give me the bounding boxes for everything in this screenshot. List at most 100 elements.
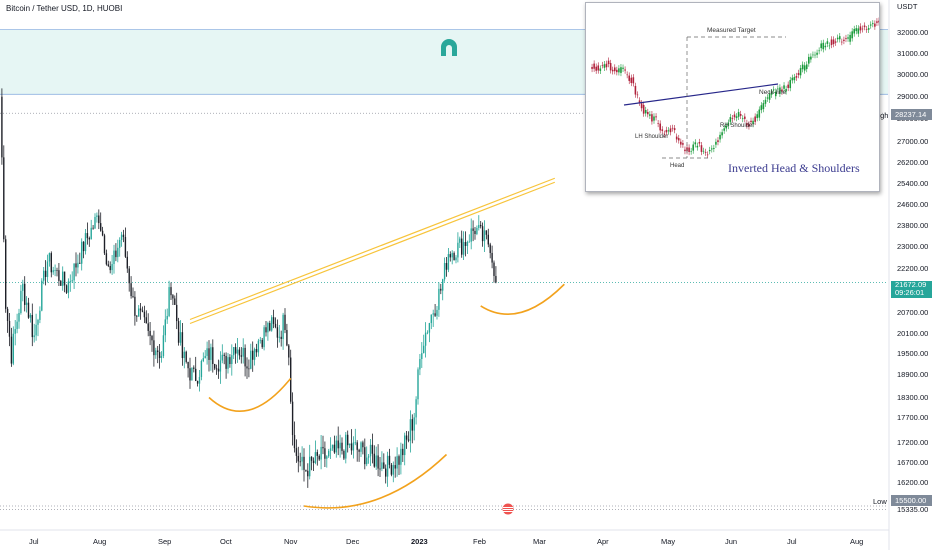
candle-body [480, 224, 482, 227]
candle-body [71, 280, 73, 282]
candle-body [181, 332, 184, 359]
inset-candle-body [836, 37, 839, 40]
candle-body [84, 233, 87, 252]
inset-candle-body [632, 77, 635, 84]
inset-candle-body [638, 100, 641, 103]
y-tick-label: 20700.00 [897, 308, 929, 317]
x-tick-label: Feb [473, 537, 486, 546]
axis-layer [0, 0, 890, 550]
x-tick-label: Apr [597, 537, 609, 546]
candle-body [153, 340, 155, 356]
x-tick-label: Mar [533, 537, 546, 546]
inset-candle-body [810, 56, 812, 60]
candle-body [100, 223, 102, 231]
candle-body [278, 336, 280, 338]
inset-candle-body [636, 94, 639, 96]
candle-body [379, 468, 381, 470]
inset-caption: Inverted Head & Shoulders [728, 161, 860, 175]
inset-candle-body [655, 116, 657, 118]
y-tick-label: 22200.00 [897, 264, 929, 273]
zone-magnet-icon[interactable] [438, 38, 460, 58]
candle-body [177, 321, 180, 343]
candle-body [77, 262, 79, 268]
resistance-trendline-b [189, 181, 556, 325]
events-flag-icon[interactable] [497, 503, 519, 515]
inset-candle-body [793, 77, 796, 81]
candle-body [468, 241, 470, 243]
inset-candle-body [801, 64, 804, 70]
candle-body [347, 434, 349, 446]
candle-body [56, 270, 58, 271]
candle-body [409, 419, 412, 441]
candle-body [20, 290, 22, 313]
candle-body [5, 239, 7, 309]
candle-body [147, 323, 149, 331]
inset-candle-body [748, 124, 750, 127]
candle-body [371, 444, 374, 454]
candle-body [12, 333, 14, 364]
inset-rh-label: RH Shoulder [720, 123, 755, 129]
candle-body [1, 96, 3, 158]
candle-body [158, 352, 161, 358]
candle-body [195, 368, 197, 381]
y-tick-label: 29000.00 [897, 92, 929, 101]
candle-body [415, 399, 417, 418]
candle-body [328, 450, 330, 457]
inset-candle-body [824, 45, 827, 48]
candle-body [217, 368, 220, 372]
candle-body [274, 323, 277, 328]
candle-body [449, 254, 451, 258]
x-tick-label: Nov [284, 537, 298, 546]
candle-body [136, 315, 138, 317]
x-tick-label: 2023 [411, 537, 428, 546]
candle-body [366, 457, 368, 465]
candle-body [189, 368, 191, 381]
inset-candle-body [680, 141, 682, 145]
candle-body [44, 270, 47, 277]
candle-body [145, 317, 147, 324]
inset-candle-body [869, 24, 872, 26]
inset-candle-body [746, 122, 748, 126]
inset-neckline [623, 83, 779, 106]
candle-body [481, 226, 484, 242]
inset-candle-body [772, 89, 775, 91]
inset-candle-body [715, 141, 717, 145]
candle-body [58, 270, 60, 281]
candle-body [324, 448, 326, 459]
candle-body [291, 401, 294, 436]
inset-candle-body [867, 28, 870, 30]
candle-body [290, 357, 292, 402]
inset-candle-body [593, 63, 595, 69]
inset-candle-body [766, 97, 769, 99]
y-tick-label: 19500.00 [897, 349, 929, 358]
candle-body [16, 321, 18, 330]
candle-body [487, 234, 489, 245]
candle-body [461, 238, 463, 255]
inset-candle-body [735, 116, 738, 119]
candle-body [215, 368, 218, 370]
inset-candle-body [622, 67, 624, 69]
head-arc [303, 453, 448, 509]
candle-body [293, 435, 296, 449]
inset-candle-body [791, 77, 794, 81]
candle-body [358, 449, 360, 452]
candle-body [122, 234, 125, 238]
candles-layer [1, 88, 497, 488]
inset-candle-body [640, 103, 643, 109]
inset-candle-body [865, 29, 868, 30]
inset-candle-body [630, 77, 633, 83]
inset-candle-body [725, 125, 728, 129]
candle-body [164, 319, 166, 336]
candle-body [37, 319, 39, 325]
candle-body [331, 444, 334, 449]
candle-body [139, 308, 142, 311]
candle-body [388, 455, 391, 465]
inset-candle-body [729, 117, 732, 122]
y-tick-label: 30000.00 [897, 70, 929, 79]
inset-candle-body [700, 145, 703, 152]
inset-candle-body [857, 28, 860, 34]
inset-candle-body [847, 37, 849, 39]
candle-body [310, 456, 313, 461]
candle-body [407, 439, 410, 441]
inset-candle-body [859, 26, 862, 31]
